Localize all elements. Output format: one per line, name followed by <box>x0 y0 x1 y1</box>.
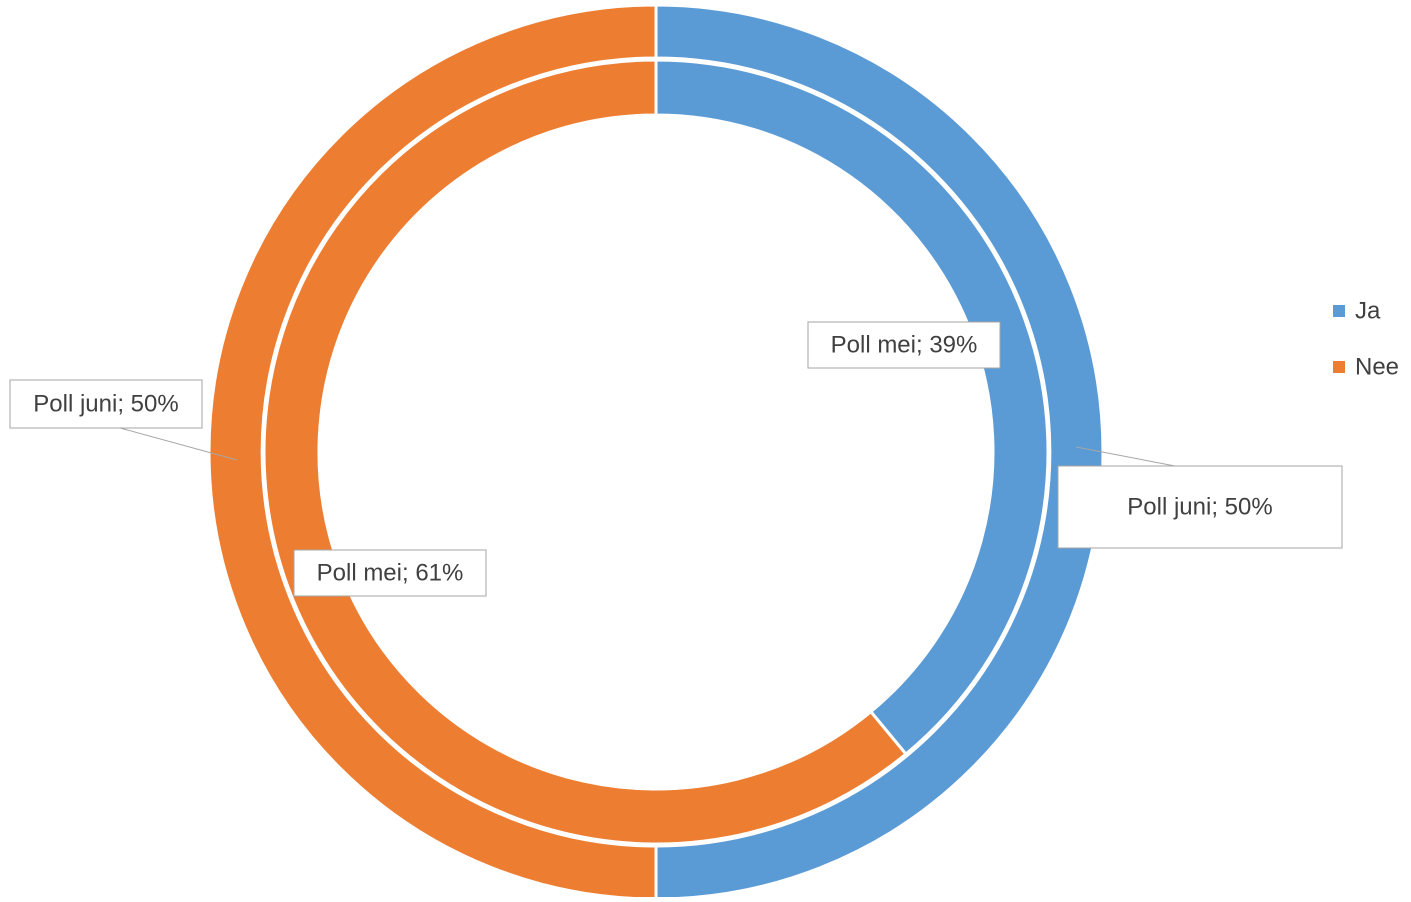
slice <box>262 58 908 846</box>
legend-swatch <box>1333 361 1345 373</box>
leader-line <box>1075 446 1176 467</box>
data-label: Poll mei; 61% <box>317 559 464 586</box>
data-label: Poll juni; 50% <box>33 390 178 417</box>
data-label: Poll juni; 50% <box>1127 493 1272 520</box>
slice <box>654 58 1050 757</box>
label-box <box>9 379 203 429</box>
leader-line <box>119 427 238 461</box>
label-box <box>293 549 487 597</box>
legend-label: Ja <box>1355 297 1381 324</box>
label-box <box>1057 465 1343 549</box>
legend-swatch <box>1333 305 1345 317</box>
data-label: Poll mei; 39% <box>831 331 978 358</box>
slice <box>207 3 658 901</box>
label-box <box>807 321 1001 369</box>
legend-label: Nee <box>1355 353 1399 380</box>
